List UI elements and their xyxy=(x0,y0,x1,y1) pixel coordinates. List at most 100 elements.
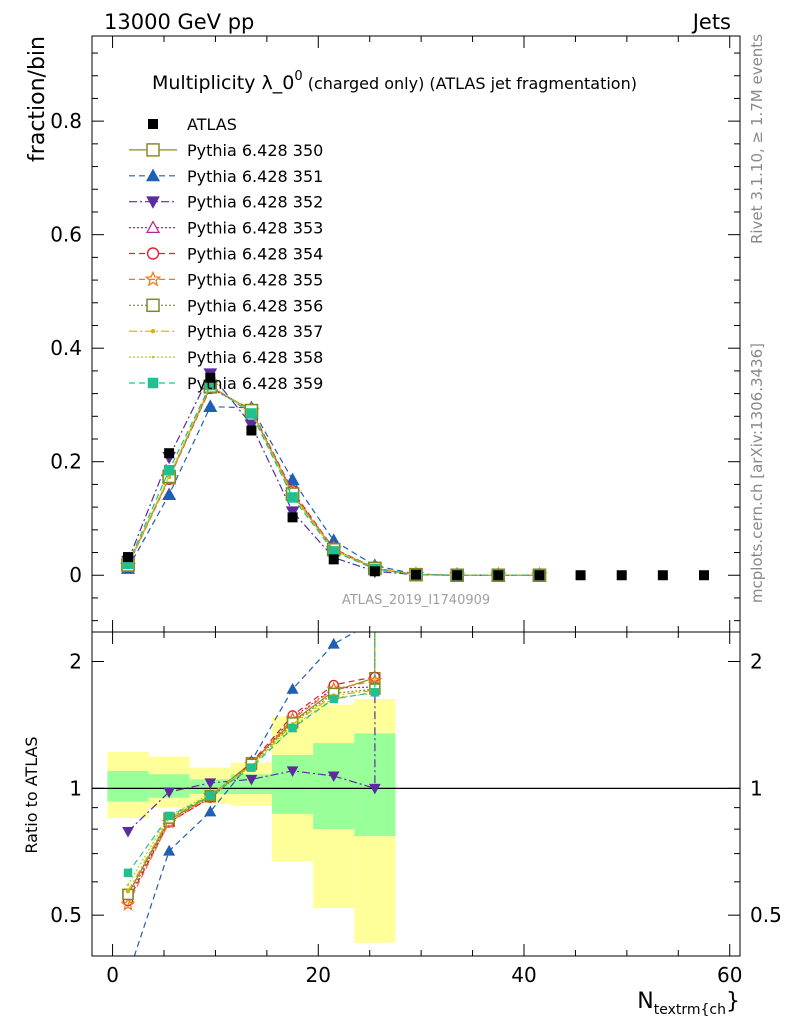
x-axis-label-main: N xyxy=(637,989,653,1014)
atlas-data-point xyxy=(616,570,627,581)
ratio-frame xyxy=(91,631,741,957)
ratio-1-point xyxy=(204,805,217,817)
ratio-5-point xyxy=(120,896,136,911)
legend-marker-3 xyxy=(145,220,161,233)
x-tick-label: 20 xyxy=(306,963,331,987)
atlas-data-point xyxy=(164,448,175,459)
x-axis-label-sub: textrm{ch xyxy=(654,1002,726,1018)
legend-label-8: Pythia 6.428 358 xyxy=(187,348,323,367)
legend-label-3: Pythia 6.428 353 xyxy=(187,219,323,238)
ratio-1-point xyxy=(327,637,340,649)
stat-uncertainty-band xyxy=(313,743,355,830)
x-axis-label-end: } xyxy=(726,989,740,1014)
ratio-9-point xyxy=(206,791,215,801)
y-tick-label: 0 xyxy=(69,563,82,587)
y-tick-label: 0.4 xyxy=(50,336,82,360)
atlas-data-point xyxy=(369,566,380,577)
ratio-9-point xyxy=(123,868,133,878)
ratio-9-point xyxy=(164,811,174,821)
atlas-data-point xyxy=(411,569,421,580)
ratio-2-point xyxy=(327,771,340,782)
chart-title: Multiplicity λ_00 (charged only) (ATLAS … xyxy=(152,69,637,94)
series-9-point xyxy=(163,464,175,476)
rivet-label: Rivet 3.1.10, ≥ 1.7M events xyxy=(748,34,766,244)
ratio-line-4 xyxy=(127,632,376,902)
chart-title-main: Multiplicity λ_0 xyxy=(152,72,294,94)
atlas-data-point xyxy=(699,570,709,581)
atlas-data-point xyxy=(575,570,586,581)
legend-label-atlas: ATLAS xyxy=(187,115,237,134)
y-tick-label: 0.8 xyxy=(50,109,82,133)
atlas-data-point xyxy=(123,552,133,563)
legend-label-5: Pythia 6.428 355 xyxy=(187,270,323,289)
ratio-y-tick-label: 2 xyxy=(69,650,82,674)
series-9-point xyxy=(287,492,298,503)
ratio-line-8 xyxy=(127,632,376,886)
atlas-data-point xyxy=(493,570,504,581)
ratio-line-1 xyxy=(133,632,357,956)
legend-marker-5 xyxy=(144,270,162,287)
ratio-9-point xyxy=(329,694,338,704)
y-tick-label: 0.2 xyxy=(50,450,82,474)
ratio-2-point xyxy=(369,783,381,795)
series-1-point xyxy=(203,399,218,413)
atlas-data-point xyxy=(534,570,545,581)
ratio-line-9 xyxy=(127,632,376,874)
chart-title-sup: 0 xyxy=(294,69,302,84)
header-left: 13000 GeV pp xyxy=(104,10,254,34)
atlas-data-point xyxy=(328,554,339,565)
ratio-y-tick-label: 1 xyxy=(69,776,82,800)
legend-label-6: Pythia 6.428 356 xyxy=(187,296,323,315)
legend-marker-8 xyxy=(151,355,155,359)
legend-marker-4 xyxy=(146,247,160,260)
ratio-line-2 xyxy=(127,632,376,832)
ratio-y-tick-label-right: 1 xyxy=(750,776,763,800)
ratio-series-group xyxy=(120,632,383,956)
legend-label-1: Pythia 6.428 351 xyxy=(187,167,323,186)
atlas-data-point xyxy=(287,512,298,523)
series-2-point xyxy=(244,419,259,432)
chart-title-rest: (charged only) (ATLAS jet fragmentation) xyxy=(303,74,637,93)
x-tick-label: 60 xyxy=(717,963,742,987)
x-axis-label: Ntextrm{ch} xyxy=(637,989,740,1018)
ratio-y-axis-label: Ratio to ATLAS xyxy=(22,736,41,853)
atlas-data-point xyxy=(205,372,216,383)
ratio-1-point xyxy=(286,682,299,694)
legend-label-2: Pythia 6.428 352 xyxy=(187,193,323,212)
legend-marker-2 xyxy=(146,196,160,209)
ratio-line-7 xyxy=(127,632,376,892)
legend-marker-6 xyxy=(146,298,160,313)
series-line-9 xyxy=(127,384,540,576)
ratio-line-6 xyxy=(127,632,376,895)
ratio-y-tick-label-right: 0.5 xyxy=(750,903,782,927)
ratio-line-5 xyxy=(127,632,376,905)
stat-uncertainty-band xyxy=(107,770,149,802)
ratio-9-point xyxy=(370,688,380,697)
legend-label-0: Pythia 6.428 350 xyxy=(187,141,323,160)
ratio-y-tick-label-right: 2 xyxy=(750,650,763,674)
legend-marker-1 xyxy=(145,168,161,182)
ratio-2-point xyxy=(163,787,175,799)
y-tick-label: 0.6 xyxy=(50,223,82,247)
series-1-point xyxy=(162,487,177,501)
legend: ATLAS Pythia 6.428 350 Pythia 6.428 351 Pyt… xyxy=(129,115,323,393)
legend-label-9: Pythia 6.428 359 xyxy=(187,374,323,393)
y-axis-label: fraction/bin xyxy=(25,36,50,162)
ratio-1-point xyxy=(163,844,176,856)
legend-marker-atlas xyxy=(148,119,158,129)
ratio-2-point xyxy=(204,778,217,789)
x-tick-label: 0 xyxy=(106,963,119,987)
ratio-9-point xyxy=(247,763,256,772)
legend-label-4: Pythia 6.428 354 xyxy=(187,245,323,264)
series-9-point xyxy=(246,408,257,419)
ratio-2-point xyxy=(286,766,299,777)
ratio-8-point xyxy=(126,883,130,887)
ratio-panel: 0 20 40 60 0.5 0.5 1 1 2 2 xyxy=(50,631,782,987)
legend-marker-0 xyxy=(146,143,160,157)
stat-uncertainty-band xyxy=(148,774,190,798)
x-tick-label: 40 xyxy=(511,963,536,987)
ratio-2-point xyxy=(122,826,134,838)
ratio-9-point xyxy=(288,723,297,733)
legend-label-7: Pythia 6.428 357 xyxy=(187,322,323,341)
